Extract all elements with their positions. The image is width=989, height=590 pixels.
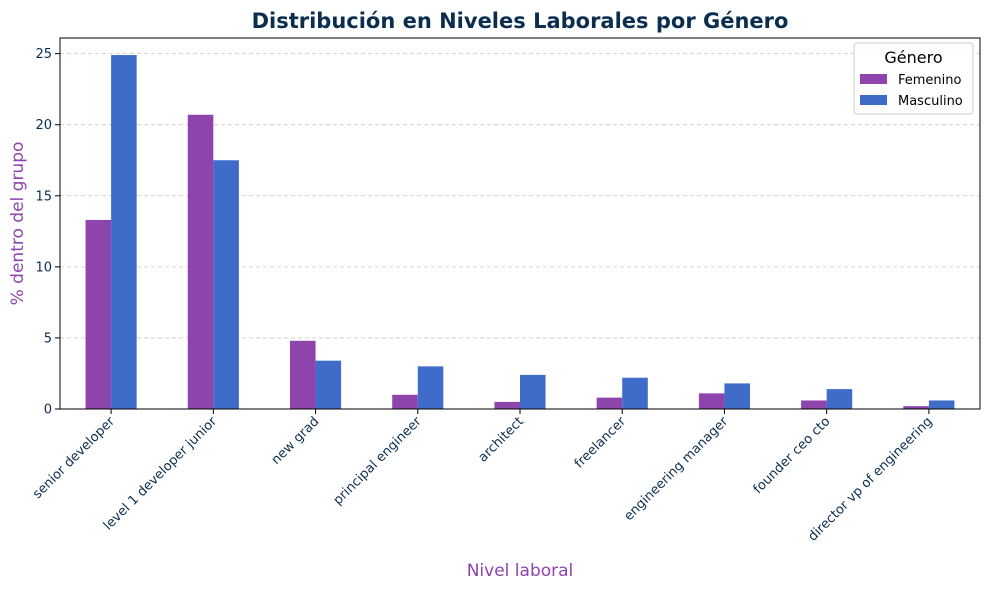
bar-masculino-1 <box>213 160 239 409</box>
bar-masculino-5 <box>622 377 648 409</box>
bar-masculino-6 <box>724 383 750 409</box>
bar-femenino-0 <box>85 219 112 409</box>
bar-masculino-2 <box>315 360 342 409</box>
x-tick-label: architect <box>476 414 527 465</box>
x-tick-label: new grad <box>269 414 323 468</box>
bar-masculino-7 <box>826 389 853 409</box>
x-tick-label: freelancer <box>572 414 630 472</box>
legend-title: Género <box>884 48 942 67</box>
x-tick-label: engineering manager <box>621 414 731 524</box>
legend-label-masculino: Masculino <box>898 94 963 109</box>
y-tick-label: 10 <box>35 260 52 275</box>
x-tick-label: principal engineer <box>331 414 425 508</box>
x-tick-label: founder ceo cto <box>751 414 834 497</box>
bar-femenino-1 <box>187 114 214 410</box>
bar-masculino-3 <box>417 366 444 409</box>
legend-swatch-masculino <box>860 95 887 105</box>
y-tick-label: 20 <box>35 118 52 133</box>
bar-femenino-2 <box>290 340 316 409</box>
chart-title: Distribución en Niveles Laborales por Gé… <box>252 9 789 33</box>
legend: Género Femenino Masculino <box>853 42 974 115</box>
y-axis-label: % dentro del grupo <box>8 142 28 306</box>
legend-items: Femenino Masculino <box>860 73 963 109</box>
bars <box>85 55 955 410</box>
y-tick-label: 5 <box>44 331 52 346</box>
x-tick-label: director vp of engineering <box>806 414 936 544</box>
legend-label-femenino: Femenino <box>898 73 962 88</box>
y-axis: 0 5 10 15 20 25 <box>35 47 60 418</box>
y-gridlines <box>60 53 980 339</box>
y-tick-label: 15 <box>35 189 52 204</box>
x-tick-label: level 1 developer junior <box>101 414 221 534</box>
bar-femenino-4 <box>494 401 520 409</box>
y-tick-label: 25 <box>35 47 52 62</box>
bar-femenino-3 <box>392 394 418 409</box>
bar-femenino-7 <box>801 400 827 409</box>
bar-masculino-4 <box>520 374 546 409</box>
x-tick-label: senior developer <box>30 414 118 502</box>
bar-femenino-8 <box>903 406 929 409</box>
y-tick-label: 0 <box>44 403 52 418</box>
legend-swatch-femenino <box>860 74 887 84</box>
bar-femenino-6 <box>698 393 725 409</box>
bar-masculino-0 <box>111 55 137 410</box>
bar-masculino-8 <box>928 400 955 409</box>
bar-femenino-5 <box>596 397 623 409</box>
x-axis-label: Nivel laboral <box>467 561 574 581</box>
